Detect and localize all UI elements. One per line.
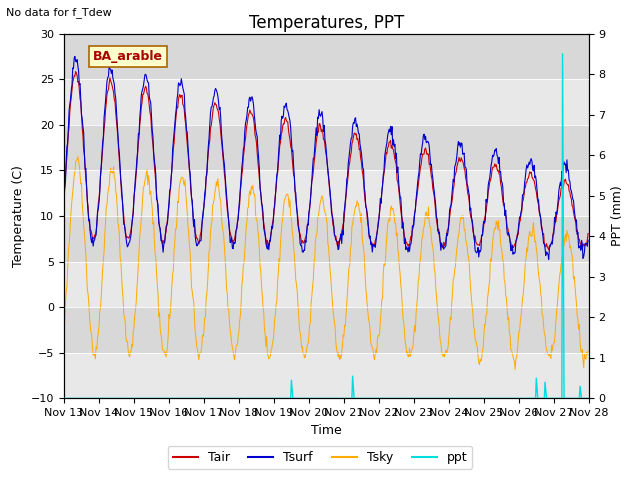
Legend: Tair, Tsurf, Tsky, ppt: Tair, Tsurf, Tsky, ppt <box>168 446 472 469</box>
Bar <box>64 262 589 307</box>
Text: BA_arable: BA_arable <box>93 50 163 63</box>
Bar <box>64 170 589 216</box>
Bar <box>64 353 589 398</box>
Y-axis label: Temperature (C): Temperature (C) <box>12 165 26 267</box>
Bar <box>64 79 589 125</box>
Text: No data for f_Tdew: No data for f_Tdew <box>6 7 112 18</box>
Bar <box>64 307 589 353</box>
Title: Temperatures, PPT: Temperatures, PPT <box>249 14 404 32</box>
Y-axis label: PPT (mm): PPT (mm) <box>611 186 624 246</box>
Bar <box>64 125 589 170</box>
Bar <box>64 34 589 79</box>
Bar <box>64 216 589 262</box>
X-axis label: Time: Time <box>311 424 342 437</box>
